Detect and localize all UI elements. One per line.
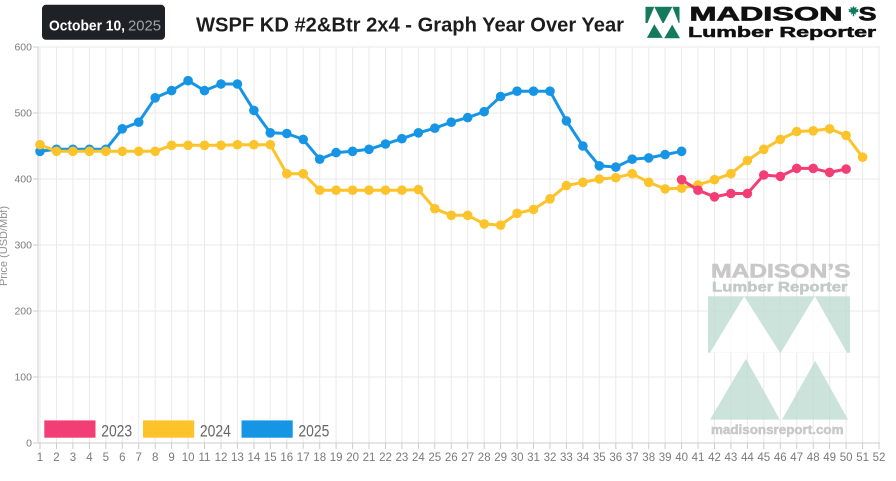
svg-text:10: 10 — [182, 452, 195, 464]
svg-text:2025: 2025 — [298, 422, 329, 441]
svg-text:29: 29 — [494, 452, 507, 464]
svg-text:2023: 2023 — [101, 422, 132, 441]
svg-text:20: 20 — [346, 452, 359, 464]
svg-text:S: S — [859, 5, 877, 26]
svg-text:16: 16 — [280, 452, 293, 464]
svg-text:17: 17 — [297, 452, 310, 464]
svg-text:7: 7 — [135, 452, 141, 464]
svg-text:MADISON’S: MADISON’S — [711, 262, 851, 283]
svg-text:41: 41 — [692, 452, 705, 464]
svg-text:October 10,: October 10, — [49, 18, 125, 35]
svg-text:24: 24 — [412, 452, 425, 464]
svg-text:18: 18 — [313, 452, 326, 464]
svg-text:100: 100 — [14, 372, 32, 384]
svg-text:52: 52 — [873, 452, 886, 464]
svg-text:27: 27 — [461, 452, 474, 464]
svg-text:Price (USD/Mbf): Price (USD/Mbf) — [0, 206, 10, 286]
svg-text:6: 6 — [119, 452, 125, 464]
svg-text:MADISON: MADISON — [690, 5, 843, 26]
svg-text:300: 300 — [14, 240, 32, 252]
svg-text:47: 47 — [790, 452, 803, 464]
svg-text:31: 31 — [527, 452, 540, 464]
svg-text:Lumber Reporter: Lumber Reporter — [712, 280, 848, 295]
svg-text:Lumber Reporter: Lumber Reporter — [688, 25, 877, 41]
svg-text:3: 3 — [70, 452, 76, 464]
svg-text:48: 48 — [807, 452, 820, 464]
svg-text:0: 0 — [26, 438, 32, 450]
svg-text:32: 32 — [544, 452, 557, 464]
svg-text:15: 15 — [264, 452, 277, 464]
svg-text:40: 40 — [675, 452, 688, 464]
svg-text:44: 44 — [741, 452, 754, 464]
svg-text:12: 12 — [215, 452, 228, 464]
svg-text:600: 600 — [14, 42, 32, 54]
svg-text:500: 500 — [14, 108, 32, 120]
svg-text:21: 21 — [363, 452, 376, 464]
svg-text:200: 200 — [14, 306, 32, 318]
svg-text:33: 33 — [560, 452, 573, 464]
svg-text:madisonsreport.com: madisonsreport.com — [711, 422, 844, 437]
svg-text:37: 37 — [626, 452, 639, 464]
svg-text:35: 35 — [593, 452, 606, 464]
svg-text:4: 4 — [86, 452, 93, 464]
svg-text:49: 49 — [823, 452, 836, 464]
svg-text:14: 14 — [248, 452, 261, 464]
svg-text:39: 39 — [659, 452, 672, 464]
svg-text:19: 19 — [330, 452, 343, 464]
svg-text:45: 45 — [757, 452, 770, 464]
svg-text:2: 2 — [53, 452, 59, 464]
svg-text:8: 8 — [152, 452, 158, 464]
svg-text:46: 46 — [774, 452, 787, 464]
svg-text:9: 9 — [168, 452, 174, 464]
svg-text:2025: 2025 — [128, 18, 161, 35]
svg-text:28: 28 — [478, 452, 491, 464]
svg-text:34: 34 — [577, 452, 590, 464]
svg-text:30: 30 — [511, 452, 524, 464]
svg-text:WSPF KD #2&Btr 2x4 - Graph Yea: WSPF KD #2&Btr 2x4 - Graph Year Over Yea… — [196, 15, 624, 37]
svg-text:51: 51 — [856, 452, 869, 464]
svg-text:50: 50 — [840, 452, 853, 464]
svg-text:11: 11 — [199, 452, 211, 464]
svg-text:36: 36 — [609, 452, 622, 464]
svg-text:13: 13 — [231, 452, 244, 464]
svg-text:5: 5 — [103, 452, 109, 464]
svg-text:22: 22 — [379, 452, 392, 464]
svg-text:400: 400 — [14, 174, 32, 186]
svg-text:42: 42 — [708, 452, 721, 464]
svg-text:23: 23 — [396, 452, 409, 464]
svg-text:25: 25 — [428, 452, 441, 464]
svg-text:2024: 2024 — [200, 422, 231, 441]
svg-text:1: 1 — [37, 452, 43, 464]
svg-text:38: 38 — [642, 452, 655, 464]
svg-text:26: 26 — [445, 452, 458, 464]
svg-text:43: 43 — [725, 452, 738, 464]
